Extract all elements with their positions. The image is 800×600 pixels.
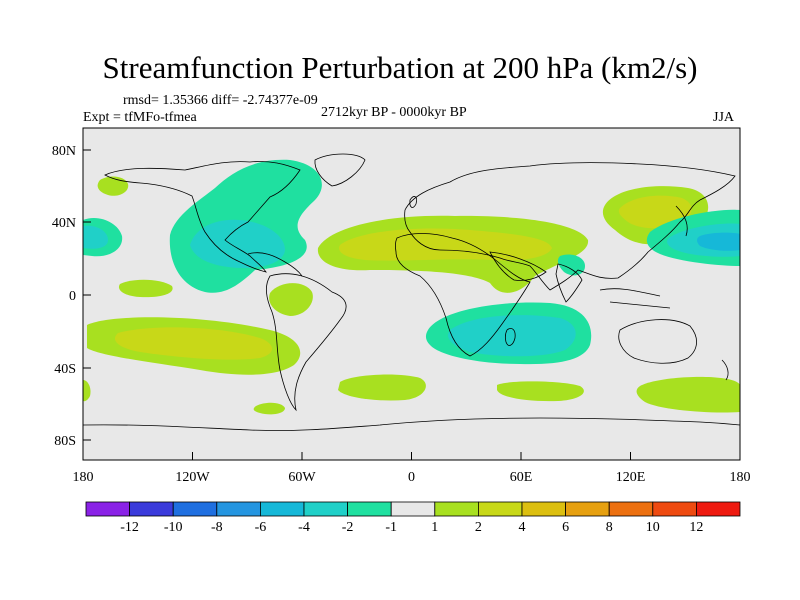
coast-uk [409, 196, 417, 208]
neg-strong-n-pacific-e [83, 225, 108, 249]
pos-strong-n-pacific-w [618, 195, 692, 229]
x-tick-label: 60W [288, 470, 316, 485]
neg-stronger-w-pacific-e [697, 232, 740, 251]
colorbar-label: 10 [646, 520, 660, 535]
period-label: 2712kyr BP - 0000kyr BP [321, 105, 467, 120]
coast-madagascar [504, 328, 516, 346]
coast-eurasia [404, 162, 736, 291]
colorbar [85, 501, 741, 517]
x-tick-label: 180 [730, 470, 751, 485]
coast-north-america [104, 161, 301, 273]
colorbar-swatch [696, 501, 741, 517]
coast-antarctica [83, 417, 740, 431]
pos-region-s-indian [497, 381, 584, 402]
y-tick-label: 80S [54, 434, 76, 449]
colorbar-swatch [347, 501, 392, 517]
coast-india [555, 263, 583, 303]
colorbar-label: 1 [431, 520, 438, 535]
coast-central-america [247, 252, 303, 277]
plot-title: Streamfunction Perturbation at 200 hPa (… [102, 50, 698, 85]
pos-region-west-pacific-eq [118, 279, 173, 298]
colorbar-label: -10 [164, 520, 183, 535]
x-tick-labels: 180 120W 60W 0 60E 120E 180 [73, 470, 751, 485]
x-tick-label: 120W [175, 470, 210, 485]
contour-fields [83, 159, 740, 415]
colorbar-swatch [216, 501, 261, 517]
pos-region-s-ocean-west [83, 380, 91, 402]
colorbar-swatch [521, 501, 566, 517]
pos-region-s-pacific-small [253, 402, 285, 415]
colorbar-label: 12 [689, 520, 703, 535]
pos-region-s-ocean-east [636, 376, 740, 413]
colorbar-swatch [608, 501, 654, 517]
colorbar-swatch [303, 501, 348, 517]
y-tick-label: 40S [54, 362, 76, 377]
colorbar-swatch [477, 501, 523, 517]
colorbar-swatch [565, 501, 610, 517]
axis-ticks [82, 149, 741, 460]
colorbar-label: -8 [211, 520, 223, 535]
colorbar-swatch [85, 501, 130, 517]
x-tick-label: 180 [73, 470, 94, 485]
map-background [83, 128, 740, 460]
x-tick-label: 0 [408, 470, 415, 485]
coastlines [83, 153, 740, 431]
coast-australia [618, 319, 697, 364]
x-tick-label: 60E [510, 470, 533, 485]
colorbar-label: 4 [519, 520, 526, 535]
pos-strong-atlantic-africa [339, 228, 552, 261]
colorbar-label: 6 [562, 520, 569, 535]
pos-region-s-atlantic [338, 374, 426, 401]
pos-region-e-pacific-eq [269, 283, 313, 316]
season-label: JJA [713, 110, 735, 125]
x-tick-label: 120E [616, 470, 646, 485]
y-tick-labels: 80N 40N 0 40S 80S [52, 144, 76, 449]
y-tick-label: 80N [52, 144, 76, 159]
colorbar-swatch [434, 501, 479, 517]
colorbar-label: -6 [255, 520, 267, 535]
neg-strong-n-america [190, 219, 285, 268]
neg-strong-s-africa [448, 315, 576, 357]
colorbar-label: -12 [120, 520, 139, 535]
coast-arabia [489, 251, 547, 281]
colorbar-swatch [652, 501, 697, 517]
coast-new-zealand [721, 359, 729, 381]
colorbar-swatch [172, 501, 218, 517]
coast-greenland [314, 153, 366, 187]
colorbar-label: 8 [606, 520, 613, 535]
colorbar-label: -1 [385, 520, 397, 535]
pos-strong-s-pacific [114, 327, 273, 360]
coast-south-america [266, 273, 347, 412]
colorbar-labels: -12 -10 -8 -6 -4 -2 -1 1 2 4 6 8 10 12 [120, 520, 703, 535]
y-tick-label: 0 [69, 289, 76, 304]
colorbar-label: 2 [475, 520, 482, 535]
coast-africa [394, 233, 531, 357]
colorbar-swatch [390, 501, 436, 517]
coast-japan [675, 205, 688, 237]
colorbar-label: -2 [342, 520, 354, 535]
coast-indonesia [599, 288, 671, 309]
experiment-label: Expt = tfMFo-tfmea [83, 110, 197, 125]
stats-label: rmsd= 1.35366 diff= -2.74377e-09 [123, 93, 318, 108]
y-tick-label: 40N [52, 216, 76, 231]
colorbar-swatch [129, 501, 174, 517]
colorbar-label: -4 [298, 520, 310, 535]
colorbar-swatch [259, 501, 305, 517]
pos-region-alaska [97, 176, 129, 196]
